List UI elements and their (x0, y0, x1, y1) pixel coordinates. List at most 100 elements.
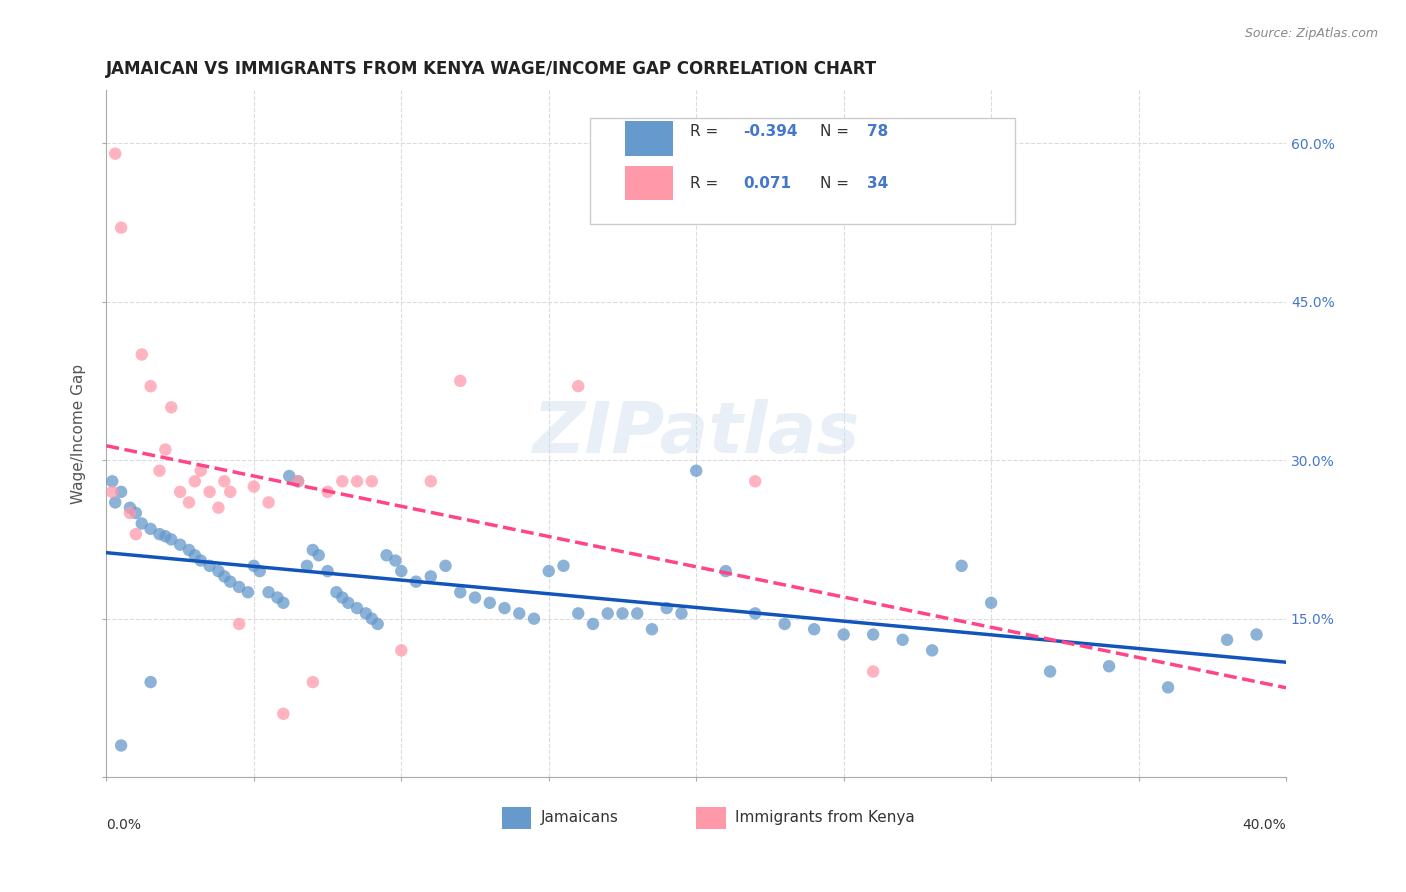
FancyBboxPatch shape (502, 806, 531, 829)
Point (862, 665, 884, 679)
Point (228, 580, 250, 594)
Point (405, 574, 427, 589)
Point (419, 569, 441, 583)
Point (891, 632, 914, 647)
Point (190, 464, 212, 478)
Point (131, 516, 153, 531)
Point (862, 627, 884, 641)
Text: Immigrants from Kenya: Immigrants from Kenya (735, 810, 915, 824)
Y-axis label: Wage/Income Gap: Wage/Income Gap (72, 364, 86, 504)
Text: R =: R = (690, 124, 724, 139)
Point (582, 616, 605, 631)
Point (287, 475, 309, 489)
Point (612, 607, 634, 621)
Point (626, 607, 648, 621)
Point (773, 616, 796, 631)
Point (110, 220, 132, 235)
Point (301, 675, 323, 690)
FancyBboxPatch shape (626, 121, 672, 155)
Point (214, 569, 236, 583)
Point (101, 475, 124, 489)
Point (921, 643, 943, 657)
Text: 78: 78 (868, 124, 889, 139)
Point (104, 146, 127, 161)
Point (101, 484, 124, 499)
Point (384, 553, 406, 567)
Point (1246, 627, 1268, 641)
Point (980, 596, 1002, 610)
Point (139, 379, 162, 393)
Point (243, 479, 266, 493)
Text: R =: R = (690, 176, 724, 191)
Point (537, 564, 560, 578)
Point (553, 558, 575, 573)
Point (360, 475, 382, 489)
Text: ZIPatlas: ZIPatlas (533, 400, 860, 468)
Point (360, 612, 382, 626)
Point (641, 622, 664, 636)
Point (655, 601, 678, 615)
Point (169, 538, 191, 552)
Point (184, 548, 207, 562)
Point (184, 475, 207, 489)
Point (346, 475, 368, 489)
Point (685, 464, 707, 478)
Point (354, 607, 377, 621)
Point (494, 601, 516, 615)
Point (273, 596, 295, 610)
Text: 40.0%: 40.0% (1243, 818, 1286, 832)
Point (346, 601, 368, 615)
Point (266, 591, 288, 605)
Text: Source: ZipAtlas.com: Source: ZipAtlas.com (1244, 27, 1378, 40)
Point (148, 527, 170, 541)
Point (118, 506, 141, 520)
Point (803, 622, 825, 636)
Point (160, 401, 183, 415)
Point (118, 500, 141, 515)
Point (177, 543, 200, 558)
Point (131, 347, 153, 361)
Text: 34: 34 (868, 176, 889, 191)
Text: Jamaicans: Jamaicans (540, 810, 619, 824)
Point (478, 596, 501, 610)
Text: 0.071: 0.071 (744, 176, 792, 191)
Point (1039, 665, 1062, 679)
Point (104, 495, 127, 509)
Text: -0.394: -0.394 (744, 124, 797, 139)
Point (243, 558, 266, 573)
Point (596, 607, 619, 621)
Point (198, 558, 221, 573)
Point (567, 379, 589, 393)
Point (169, 484, 191, 499)
FancyBboxPatch shape (626, 166, 672, 200)
Point (316, 564, 339, 578)
Point (464, 591, 486, 605)
Point (301, 543, 323, 558)
FancyBboxPatch shape (591, 118, 1015, 224)
Point (337, 596, 360, 610)
Point (228, 616, 250, 631)
Point (139, 675, 162, 690)
Point (287, 475, 309, 489)
Point (214, 475, 236, 489)
Point (219, 484, 242, 499)
Point (375, 548, 398, 562)
Point (160, 533, 183, 547)
Point (950, 558, 973, 573)
Point (273, 706, 295, 721)
Point (198, 484, 221, 499)
Point (308, 548, 330, 562)
Point (523, 612, 546, 626)
Point (125, 527, 148, 541)
Point (1098, 659, 1121, 673)
Point (367, 616, 389, 631)
Point (744, 475, 766, 489)
Point (508, 607, 530, 621)
Point (278, 469, 301, 483)
Point (744, 607, 766, 621)
Point (330, 591, 353, 605)
Point (207, 500, 229, 515)
Point (671, 607, 693, 621)
Point (148, 464, 170, 478)
FancyBboxPatch shape (696, 806, 725, 829)
